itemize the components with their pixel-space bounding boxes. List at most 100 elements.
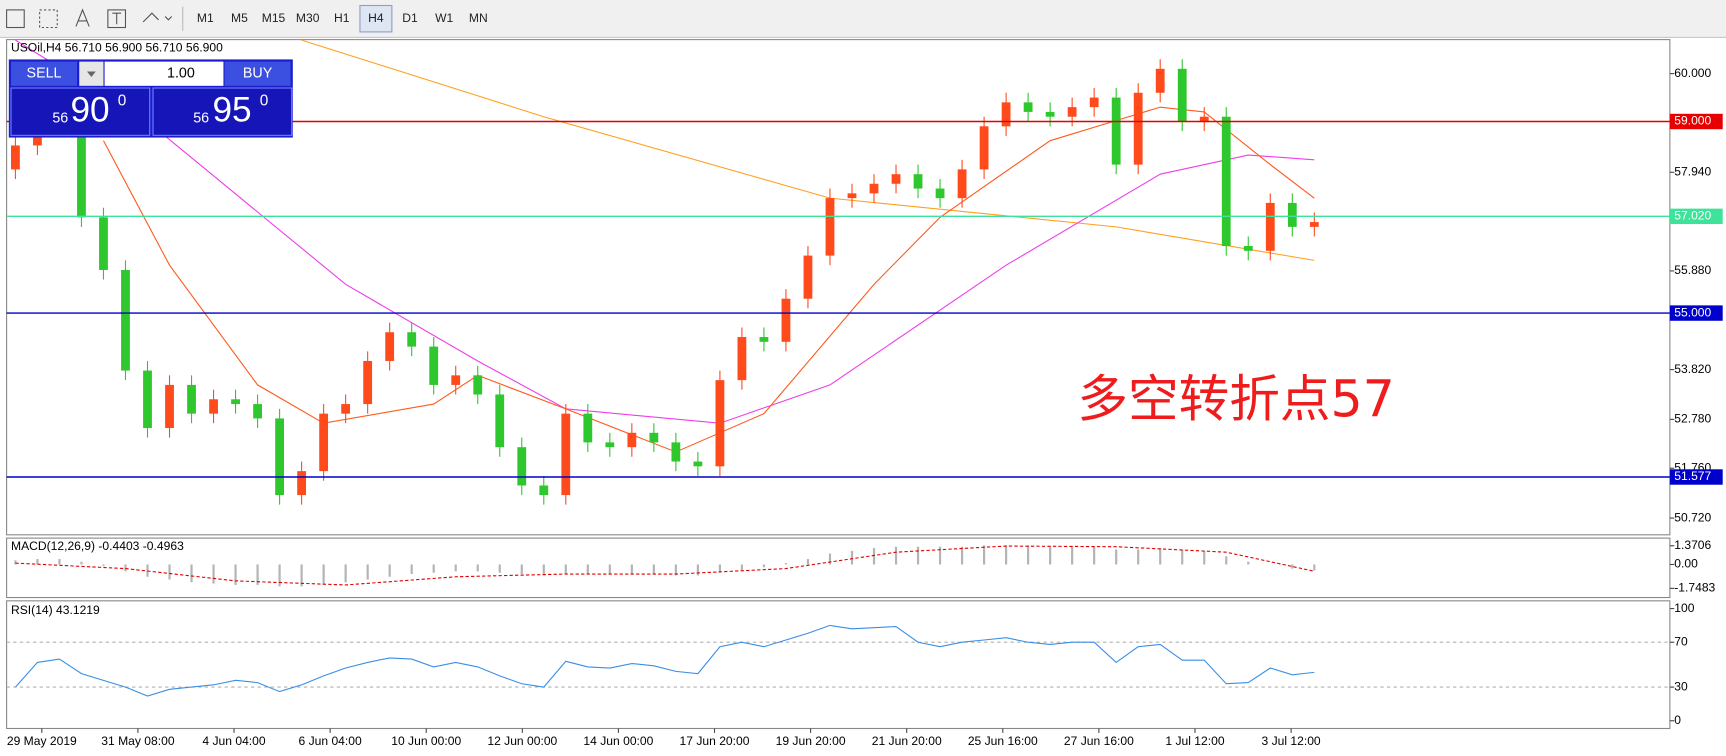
icon	[142, 12, 173, 23]
candle-body	[847, 193, 857, 199]
candle-body	[341, 404, 351, 414]
candle-body	[737, 337, 747, 381]
y-tick-label: 52.780	[1674, 412, 1711, 426]
lot-value: 1.00	[167, 66, 195, 82]
candle-body	[693, 461, 703, 467]
buy-button[interactable]	[224, 61, 291, 86]
rsi-plot: 100 70 30 0	[6, 601, 1695, 727]
y-tick-label: 70	[1674, 634, 1688, 648]
candle-body	[1001, 102, 1011, 127]
candle-body	[209, 399, 218, 414]
annotation: 多空转折点57	[1077, 369, 1395, 428]
x-tick-label: 31 May 08:00	[101, 734, 175, 748]
candle-body	[165, 384, 174, 429]
candle-body	[385, 332, 395, 361]
y-tick-label: 1.3706	[1674, 538, 1711, 552]
candle-body	[979, 126, 989, 170]
timeframe-button[interactable]	[359, 4, 393, 33]
lot-input[interactable]	[104, 61, 224, 86]
icon	[107, 9, 127, 29]
x-tick-label: 6 Jun 04:00	[299, 734, 362, 748]
symbol-info: USOil,H4 56.710 56.900 56.710 56.900	[11, 41, 223, 55]
candle-body	[297, 471, 307, 496]
candle-body	[495, 394, 505, 448]
candle-body	[649, 432, 659, 443]
candle-body	[363, 360, 373, 405]
candle-body	[517, 447, 527, 486]
candle-body	[671, 442, 681, 462]
y-tick-label: 53.820	[1674, 362, 1711, 376]
main-plot: 60.00057.94055.88053.82052.78051.76050.7…	[6, 39, 1723, 748]
rsi-line	[14, 624, 1315, 697]
candle-body	[539, 485, 549, 496]
candle-body	[1155, 68, 1165, 93]
candle-body	[77, 102, 86, 218]
candle-body	[1243, 246, 1253, 251]
candle-body	[11, 145, 20, 170]
candle-body	[473, 375, 483, 395]
timeframe-label: H1	[334, 11, 350, 25]
candle-body	[561, 413, 571, 496]
ask-box[interactable]	[152, 87, 293, 136]
candle-body	[1133, 92, 1143, 165]
x-tick-label: 17 Jun 20:00	[680, 734, 750, 748]
candle-body	[1111, 97, 1121, 165]
y-tick-label: 55.880	[1674, 263, 1711, 277]
bid-main: 90	[70, 91, 109, 130]
candle-body	[99, 217, 108, 270]
candle-body	[913, 174, 923, 189]
x-tick-label: 3 Jul 12:00	[1261, 734, 1320, 748]
timeframe-label: MN	[469, 11, 488, 25]
level-tag	[1669, 113, 1723, 130]
x-tick-label: 27 Jun 16:00	[1064, 734, 1134, 748]
timeframe-label: M15	[262, 11, 286, 25]
timeframe-label: M30	[296, 11, 320, 25]
x-tick-label: 25 Jun 16:00	[968, 734, 1038, 748]
candle-body	[429, 346, 439, 385]
x-tick-label: 21 Jun 20:00	[872, 734, 942, 748]
candle-body	[275, 418, 284, 496]
candle-body	[143, 370, 152, 429]
level-tag-label: 57.020	[1674, 209, 1711, 223]
candle-body	[825, 198, 835, 256]
candle-body	[803, 255, 813, 299]
candle-body	[869, 183, 879, 194]
x-tick-label: 1 Jul 12:00	[1165, 734, 1224, 748]
timeframe-label: W1	[435, 11, 453, 25]
candle-body	[121, 269, 130, 371]
y-tick-label: 30	[1674, 679, 1688, 693]
ask-main: 95	[212, 91, 251, 130]
candle-body	[1023, 102, 1033, 112]
bid-box[interactable]	[10, 87, 151, 136]
x-tick-label: 19 Jun 20:00	[776, 734, 846, 748]
timeframe-label: D1	[402, 11, 418, 25]
y-tick-label: 100	[1674, 601, 1694, 615]
x-tick-label: 10 Jun 00:00	[391, 734, 461, 748]
y-tick-label: -1.7483	[1674, 581, 1715, 595]
candle-body	[957, 169, 967, 199]
level-tag-label: 59.000	[1674, 114, 1711, 128]
candle-body	[935, 188, 945, 199]
macd-label: MACD(12,26,9) -0.4403 -0.4963	[11, 539, 184, 553]
candle-body	[715, 380, 725, 467]
toolbar	[0, 0, 1726, 38]
candle-body	[891, 174, 901, 184]
rsi-label: RSI(14) 43.1219	[11, 603, 100, 617]
buy-label: BUY	[243, 66, 273, 82]
macd-panel	[6, 537, 1671, 599]
candle-body	[319, 413, 329, 472]
tool-icons	[6, 8, 173, 29]
x-tick-label: 4 Jun 04:00	[202, 734, 265, 748]
candle-body	[1265, 202, 1275, 251]
candle-body	[451, 375, 461, 385]
rsi-panel	[6, 600, 1671, 730]
icon	[39, 9, 58, 29]
candle-body	[253, 404, 262, 419]
y-tick-label: 60.000	[1674, 66, 1711, 80]
candle-body	[781, 298, 791, 342]
candle-body	[407, 332, 417, 347]
y-tick-label: 50.720	[1674, 510, 1711, 524]
sell-button[interactable]	[11, 61, 78, 86]
candle-body	[1045, 111, 1055, 117]
